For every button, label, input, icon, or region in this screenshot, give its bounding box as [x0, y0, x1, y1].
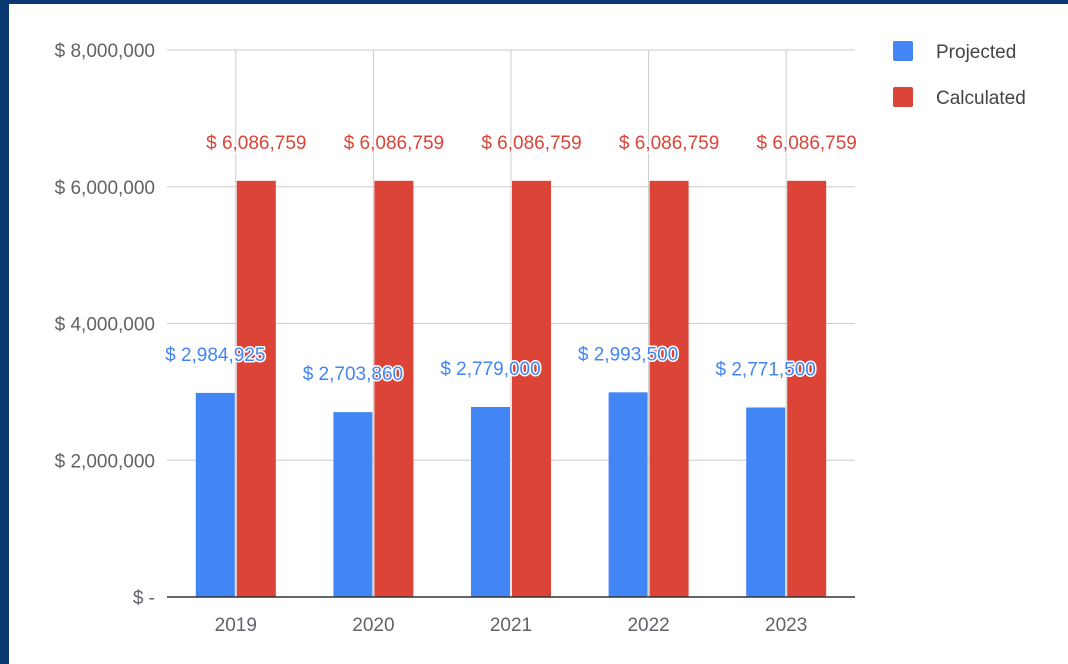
bar-projected-2023: [746, 407, 786, 597]
gridlines: [167, 49, 855, 597]
y-tick-label: $ 2,000,000: [55, 451, 155, 472]
legend: Projected Calculated: [893, 41, 1026, 109]
data-label-projected: $ 2,984,925: [165, 345, 265, 366]
legend-label-projected: Projected: [936, 42, 1016, 63]
x-axis-ticks: 2019 2020 2021 2022 2023: [215, 615, 808, 636]
bar-calculated-2019: [236, 180, 276, 597]
legend-label-calculated: Calculated: [936, 88, 1026, 109]
bar-projected-2021: [471, 406, 510, 597]
x-tick-label: 2021: [490, 615, 532, 636]
data-label-calculated: $ 6,086,759: [206, 133, 306, 154]
x-tick-label: 2022: [627, 615, 669, 636]
data-label-projected: $ 2,779,000: [440, 359, 540, 380]
data-label-projected: $ 2,771,500: [716, 359, 816, 380]
data-label-projected: $ 2,993,500: [578, 344, 678, 365]
legend-swatch-projected: [893, 41, 913, 61]
x-tick-label: 2019: [215, 615, 257, 636]
y-tick-label: $ 6,000,000: [55, 178, 155, 199]
chart-svg: $ - $ 2,000,000 $ 4,000,000 $ 6,000,000 $ 8,…: [55, 41, 1026, 636]
y-tick-label: $ -: [133, 588, 155, 609]
y-axis-ticks: $ - $ 2,000,000 $ 4,000,000 $ 6,000,000 $ 8,…: [55, 41, 155, 609]
bar-calculated-2021: [512, 180, 551, 597]
x-tick-label: 2023: [765, 615, 807, 636]
y-tick-label: $ 4,000,000: [55, 315, 155, 336]
bar-projected-2020: [333, 412, 373, 597]
y-tick-label: $ 8,000,000: [55, 41, 155, 62]
data-labels: $ 2,984,925 $ 6,086,759 $ 2,703,860 $ 6,086…: [164, 131, 859, 386]
data-label-calculated: $ 6,086,759: [619, 133, 719, 154]
data-label-calculated: $ 6,086,759: [344, 133, 444, 154]
bar-calculated-2023: [787, 180, 827, 597]
bar-projected-2022: [608, 392, 648, 597]
legend-swatch-calculated: [893, 87, 913, 107]
data-label-calculated: $ 6,086,759: [481, 133, 581, 154]
data-label-projected: $ 2,703,860: [303, 364, 403, 385]
data-label-calculated: $ 6,086,759: [757, 133, 857, 154]
x-tick-label: 2020: [352, 615, 394, 636]
bar-projected-2019: [195, 392, 235, 597]
bars: [167, 180, 855, 598]
bar-calculated-2020: [374, 180, 414, 597]
bar-calculated-2022: [649, 180, 689, 597]
chart-frame: $ - $ 2,000,000 $ 4,000,000 $ 6,000,000 $ 8,…: [9, 4, 1068, 664]
